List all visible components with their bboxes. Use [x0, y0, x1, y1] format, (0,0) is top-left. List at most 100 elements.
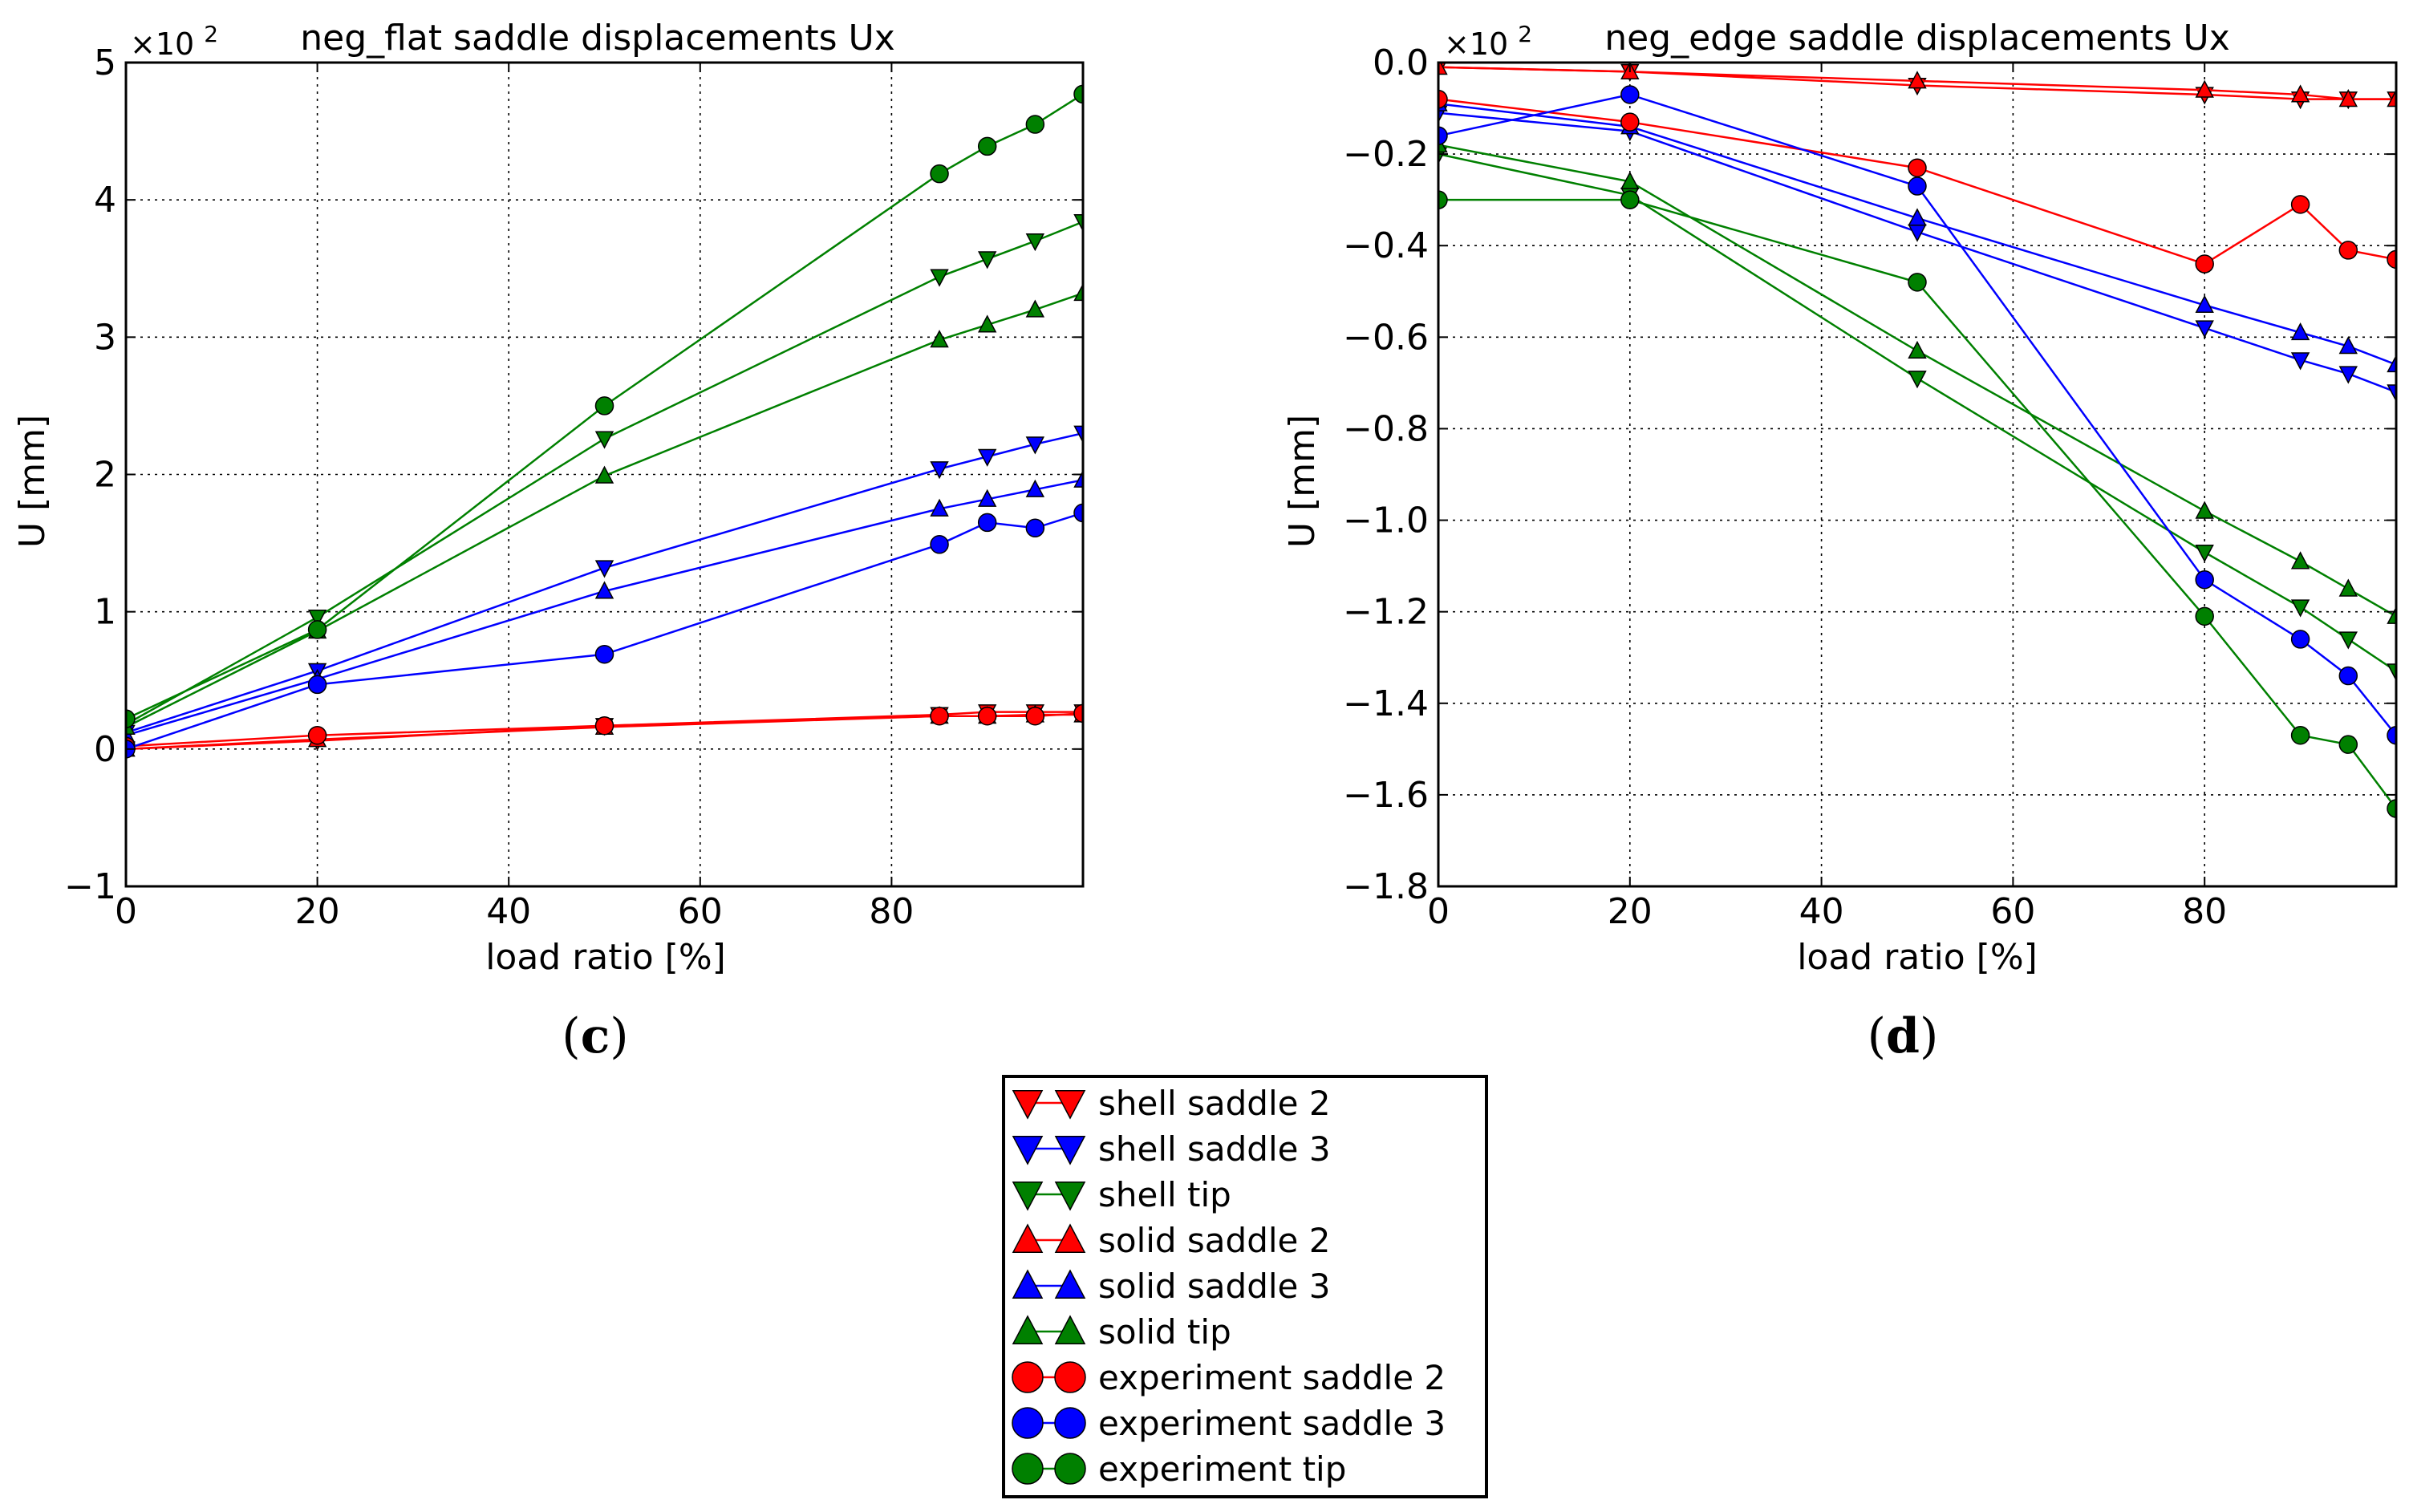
y-tick-label-c: 4 — [94, 180, 116, 221]
data-point-solid-tip-d — [1908, 340, 1927, 359]
data-point-solid-saddle-2-d — [2290, 84, 2310, 103]
y-axis-label-c: U [mm] — [12, 415, 53, 548]
data-point-shell-tip-c — [930, 269, 949, 287]
data-point-experiment-tip-c — [930, 164, 949, 184]
x-tick-label-c: 60 — [678, 891, 723, 932]
data-point-solid-saddle-3-d — [2338, 336, 2358, 355]
chart-panel-d: 0 20 40 60 80 −1.8 −1.6 −1.4 −1.2 −1.0 −0.8 −0.6 −0.… — [1282, 18, 2398, 1064]
y-tick-label-d: −1.8 — [1343, 866, 1429, 907]
panel-label-c-close: ) — [610, 1008, 628, 1064]
panel-label-d-close: ) — [1920, 1008, 1938, 1064]
data-point-shell-saddle-3-c — [594, 560, 614, 578]
data-point-experiment-saddle-3-d — [1620, 85, 1640, 104]
data-point-solid-tip-c — [594, 465, 614, 484]
y-tick-label-d: −0.8 — [1343, 408, 1429, 449]
legend-marker-start-shell-saddle-3 — [1012, 1136, 1044, 1165]
data-point-solid-tip-d — [2338, 578, 2358, 597]
data-point-solid-saddle-2-d — [1438, 63, 1448, 75]
x-tick-label-d: 60 — [1990, 891, 2035, 932]
data-point-shell-tip-c — [1073, 214, 1083, 233]
data-point-solid-saddle-3-c — [594, 581, 614, 599]
data-point-solid-saddle-2-d — [2338, 89, 2358, 107]
data-point-experiment-saddle-3-c — [1073, 503, 1083, 523]
plot-area-d: 0 20 40 60 80 −1.8 −1.6 −1.4 −1.2 −1.0 −0.8 −0.6 −0.… — [1343, 43, 2398, 932]
legend-label-solid-saddle-2: solid saddle 2 — [1098, 1221, 1330, 1260]
data-point-experiment-tip-c — [594, 396, 614, 415]
data-point-solid-saddle-3-c — [930, 498, 949, 517]
legend-marker-start-shell-saddle-2 — [1012, 1090, 1044, 1120]
legend-marker-end-experiment-tip — [1054, 1453, 1086, 1485]
series-line-solid-saddle-3-c — [126, 479, 1083, 736]
chart-title-c: neg_flat saddle displacements Ux — [300, 18, 895, 59]
x-tick-label-c: 0 — [115, 891, 137, 932]
data-point-experiment-saddle-3-d — [2387, 725, 2396, 745]
x-tick-label-d: 20 — [1608, 891, 1653, 932]
data-point-shell-tip-c — [978, 251, 997, 270]
data-point-experiment-tip-c — [977, 136, 997, 156]
x-axis-label-c: load ratio [%] — [485, 937, 726, 978]
data-point-experiment-saddle-2-c — [594, 715, 614, 736]
series-layer-d — [1438, 63, 2396, 818]
data-point-shell-tip-c — [594, 431, 614, 449]
data-point-experiment-saddle-2-d — [2290, 195, 2310, 214]
data-point-solid-saddle-3-d — [1908, 208, 1927, 226]
y-multiplier-exp-c: 2 — [204, 21, 218, 47]
data-point-experiment-saddle-3-c — [1025, 518, 1045, 538]
data-point-experiment-saddle-3-c — [594, 644, 614, 664]
y-axis-label-d: U [mm] — [1282, 415, 1323, 548]
legend: shell saddle 2 shell saddle 3 shell tip sol… — [1002, 1075, 1488, 1498]
data-point-experiment-saddle-3-d — [2290, 630, 2310, 649]
data-point-solid-saddle-2-d — [2195, 79, 2214, 98]
data-point-solid-tip-c — [1025, 299, 1045, 318]
y-tick-label-c: −1 — [64, 866, 116, 907]
legend-marker-end-shell-saddle-3 — [1054, 1136, 1086, 1165]
data-point-shell-tip-d — [2338, 631, 2358, 650]
legend-marker-end-shell-saddle-2 — [1054, 1090, 1086, 1120]
x-tick-label-c: 20 — [295, 891, 340, 932]
data-point-shell-saddle-3-c — [1025, 436, 1045, 455]
data-point-solid-saddle-3-d — [2195, 294, 2214, 313]
y-tick-label-d: −0.6 — [1343, 317, 1429, 358]
x-axis-label-d: load ratio [%] — [1797, 937, 2038, 978]
data-point-experiment-saddle-2-d — [2195, 254, 2214, 274]
panel-label-c-letter: c — [581, 1008, 610, 1064]
data-point-experiment-tip-d — [1908, 273, 1927, 292]
y-tick-label-d: −1.2 — [1343, 592, 1429, 633]
data-point-shell-saddle-3-d — [2195, 320, 2214, 338]
y-tick-label-c: 3 — [94, 317, 116, 358]
panel-label-c: (c) — [562, 1008, 628, 1064]
data-point-experiment-saddle-3-c — [977, 513, 997, 533]
data-point-experiment-saddle-3-d — [2195, 570, 2214, 590]
data-point-solid-saddle-3-d — [2290, 322, 2310, 341]
legend-marker-start-shell-tip — [1012, 1182, 1044, 1211]
data-point-experiment-tip-c — [1025, 115, 1045, 134]
data-point-solid-saddle-3-c — [978, 488, 997, 507]
x-tick-label-d: 40 — [1799, 891, 1844, 932]
data-point-experiment-saddle-2-c — [307, 725, 327, 745]
y-multiplier-c: ×10 2 — [130, 21, 218, 62]
data-point-solid-tip-c — [978, 314, 997, 333]
legend-marker-end-solid-saddle-3 — [1054, 1269, 1086, 1299]
data-point-shell-tip-d — [1908, 371, 1927, 389]
data-point-experiment-saddle-3-c — [307, 675, 327, 695]
y-multiplier-exp-d: 2 — [1518, 21, 1532, 47]
data-point-solid-saddle-2-d — [2387, 89, 2396, 107]
legend-marker-start-solid-saddle-3 — [1012, 1269, 1044, 1299]
legend-label-experiment-saddle-2: experiment saddle 2 — [1098, 1358, 1446, 1397]
x-tick-label-d: 80 — [2182, 891, 2227, 932]
data-point-experiment-saddle-2-d — [2338, 241, 2358, 260]
data-point-solid-tip-d — [1620, 171, 1640, 189]
legend-marker-start-solid-saddle-2 — [1012, 1223, 1044, 1253]
data-point-solid-tip-c — [930, 330, 949, 348]
y-tick-label-d: −1.0 — [1343, 501, 1429, 541]
legend-marker-start-experiment-saddle-3 — [1012, 1407, 1044, 1439]
data-point-experiment-tip-c — [307, 620, 327, 639]
data-point-experiment-saddle-2-c — [977, 707, 997, 726]
data-point-shell-saddle-3-c — [978, 448, 997, 467]
series-layer-c — [126, 84, 1083, 760]
panel-label-d-letter: d — [1886, 1008, 1920, 1064]
legend-label-solid-tip: solid tip — [1098, 1312, 1231, 1352]
